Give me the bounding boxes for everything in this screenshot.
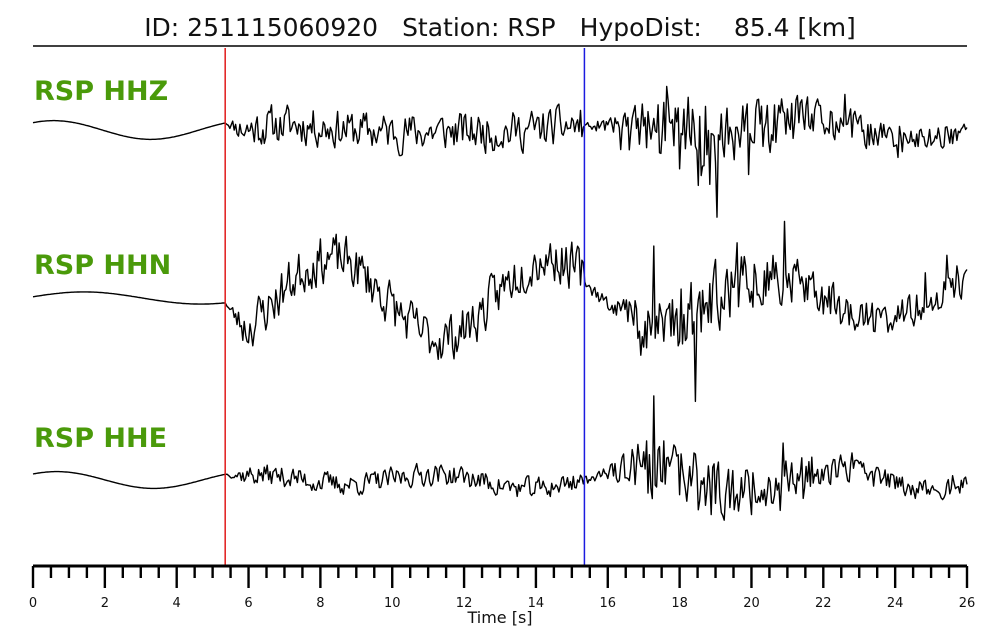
trace-label-rsp-hhn: RSP HHN (34, 250, 171, 281)
event-id: ID: 251115060920 (144, 13, 378, 42)
chart-title: ID: 251115060920 Station: RSP HypoDist: 85.… (144, 13, 856, 42)
tick-label-24: 24 (887, 596, 904, 611)
hypo-distance-label: HypoDist: (580, 13, 702, 42)
tick-label-16: 16 (599, 596, 616, 611)
time-axis: 0 2 4 6 8 10 12 14 16 18 20 22 24 26 (29, 564, 976, 611)
tick-label-8: 8 (316, 596, 324, 611)
waveform-rsp-hhz (32, 85, 968, 218)
tick-label-2: 2 (101, 596, 109, 611)
tick-label-26: 26 (959, 596, 976, 611)
tick-label-20: 20 (743, 596, 760, 611)
waveform-rsp-hhn (32, 220, 968, 403)
tick-label-14: 14 (528, 596, 545, 611)
tick-label-18: 18 (671, 596, 688, 611)
station-name: Station: RSP (402, 13, 556, 42)
waveform-rsp-hhe (32, 395, 968, 521)
hypo-distance-value: 85.4 [km] (734, 13, 856, 42)
x-axis-label: Time [s] (466, 608, 532, 627)
tick-label-12: 12 (456, 596, 473, 611)
trace-label-rsp-hhz: RSP HHZ (34, 76, 168, 107)
tick-label-6: 6 (244, 596, 252, 611)
traces-group: RSP HHZ RSP HHN RSP HHE (32, 76, 968, 521)
tick-label-0: 0 (29, 596, 37, 611)
tick-label-10: 10 (384, 596, 401, 611)
tick-label-4: 4 (173, 596, 181, 611)
tick-label-22: 22 (815, 596, 832, 611)
picks-group (224, 48, 586, 566)
trace-label-rsp-hhe: RSP HHE (34, 423, 167, 454)
